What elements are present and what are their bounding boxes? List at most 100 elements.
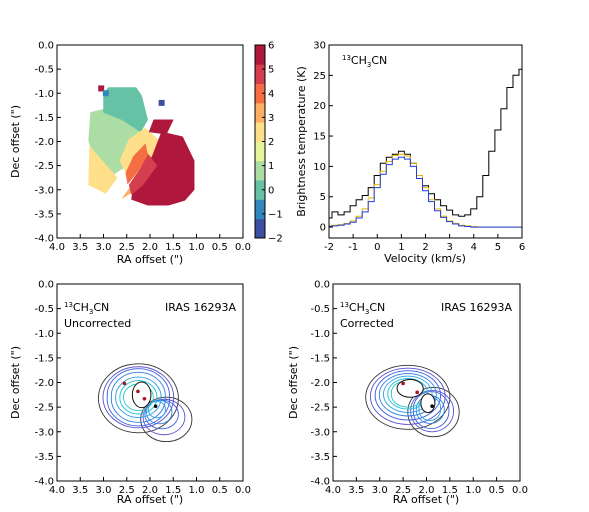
uncorrected-map-x-tick-label: 3.5	[72, 485, 88, 496]
velocity-map-pixel	[158, 99, 165, 106]
velocity-map-pixel	[102, 90, 109, 97]
corrected-map-x-tick-label: 2.0	[419, 485, 435, 496]
spectrum-x-tick-label: 6	[519, 242, 525, 253]
uncorrected-map-x-tick-label: 2.5	[119, 485, 135, 496]
corrected-map-core-ellipse	[420, 393, 436, 414]
uncorrected-map-y-tick-label: -2.0	[34, 378, 54, 389]
colorbar-segment	[255, 199, 265, 220]
uncorrected-map-x-tick-label: 1.0	[189, 485, 205, 496]
velocity-map-panel: 4.0 3.5 3.0 2.5 2.0 1.5 1.0 0.5 0.0 0.0 -0.5 -1.0 -…	[9, 41, 283, 267]
corrected-map-x-tick-label: 3.5	[348, 485, 364, 496]
corrected-map-source-label: IRAS 16293A	[441, 301, 512, 314]
colorbar-tick-label: 2	[268, 137, 274, 148]
corrected-map-y-tick-label: -2.0	[310, 378, 330, 389]
spectrum-y-ticks: 0 5 10 15 20 25 30	[313, 41, 333, 234]
velocity-map-y-tick-label: -4.0	[34, 234, 54, 245]
spectrum-x-tick-label: 2	[422, 242, 428, 253]
corrected-map-y-axis-label: Dec offset (")	[287, 346, 300, 419]
colorbar-tick-label: 0	[268, 185, 274, 196]
velocity-map-x-tick-label: 2.5	[119, 242, 135, 253]
corrected-map-y-tick-label: 0.0	[314, 280, 330, 291]
velocity-map-plot-area	[88, 85, 195, 206]
colorbar-segment	[255, 83, 265, 104]
spectrum-x-tick-label: 4	[471, 242, 477, 253]
colorbar-segment	[255, 64, 265, 84]
corrected-map-y-tick-label: -3.5	[310, 452, 330, 463]
colorbar-tick-label: 6	[268, 41, 274, 52]
corrected-map-x-tick-label: 0.0	[512, 485, 528, 496]
spectrum-x-tick-label: 1	[398, 242, 404, 253]
uncorrected-map-x-tick-label: 1.5	[165, 485, 181, 496]
spectrum-panel: -2 -1 0 1 2 3 4 5 6 0 5 10 15 20 25 30 13CH3CN Velocit…	[295, 41, 525, 266]
spectrum-x-tick-label: 0	[374, 242, 380, 253]
uncorrected-map-x-tick-label: 0.0	[235, 485, 251, 496]
colorbar-segment	[255, 45, 265, 65]
uncorrected-map-x-tick-label: 0.5	[212, 485, 228, 496]
spectrum-y-axis-label: Brightness temperature (K)	[295, 66, 308, 217]
uncorrected-map-position-marker	[136, 389, 140, 394]
corrected-map-y-ticks: 0.0 -0.5 -1.0 -1.5 -2.0 -2.5 -3.0 -3.5 -4.0	[310, 280, 337, 488]
corrected-map-x-tick-label: 1.5	[442, 485, 458, 496]
velocity-map-x-tick-label: 0.0	[235, 242, 251, 253]
velocity-map-y-tick-label: -2.0	[34, 137, 54, 148]
spectrum-y-tick-label: 25	[313, 71, 326, 82]
spectrum-y-tick-label: 5	[320, 192, 326, 203]
colorbar-tick-label: −2	[268, 234, 283, 245]
spectrum-y-tick-label: 15	[313, 132, 326, 143]
corrected-map-y-tick-label: -3.0	[310, 427, 330, 438]
spectrum-y-tick-label: 30	[313, 41, 326, 52]
spectrum-y-tick-label: 20	[313, 101, 326, 112]
velocity-map-x-tick-label: 3.5	[72, 242, 88, 253]
spectrum-x-tick-label: -2	[324, 242, 334, 253]
corrected-map-position-marker	[401, 381, 405, 386]
velocity-map-y-tick-label: -3.0	[34, 185, 54, 196]
corrected-map-position-marker	[415, 390, 419, 395]
spectrum-frame	[328, 44, 523, 239]
uncorrected-map-x-ticks: 4.0 3.5 3.0 2.5 2.0 1.5 1.0 0.5 0.0	[49, 477, 251, 496]
colorbar-tick-label: 1	[268, 161, 274, 172]
corrected-map-x-tick-label: 1.0	[465, 485, 481, 496]
colorbar-tick-label: 3	[268, 113, 274, 124]
corrected-map-title: 13CH3CN	[340, 301, 385, 316]
uncorrected-map-source-label: IRAS 16293A	[165, 301, 236, 314]
spectrum-x-tick-label: -1	[348, 242, 358, 253]
corrected-map-contour	[374, 370, 450, 429]
velocity-map-y-tick-label: -2.5	[34, 161, 54, 172]
uncorrected-map-y-axis-label: Dec offset (")	[9, 346, 22, 419]
uncorrected-map-label: Uncorrected	[64, 317, 131, 330]
uncorrected-map-x-tick-label: 3.0	[96, 485, 112, 496]
corrected-map-x-axis-label: RA offset (")	[393, 493, 459, 506]
colorbar-segment	[255, 180, 265, 200]
velocity-map-y-tick-label: -1.0	[34, 89, 54, 100]
velocity-map-x-tick-label: 3.0	[96, 242, 112, 253]
uncorrected-map-x-tick-label: 4.0	[49, 485, 65, 496]
colorbar-tick-label: 4	[268, 89, 274, 100]
corrected-map-x-ticks: 4.0 3.5 3.0 2.5 2.0 1.5 1.0 0.5 0.0	[325, 477, 528, 496]
spectrum-plot-area	[329, 68, 522, 228]
velocity-map-x-tick-label: 1.5	[165, 242, 181, 253]
colorbar-segment	[255, 218, 265, 239]
spectrum-y-tick-label: 10	[313, 162, 326, 173]
velocity-map-x-tick-label: 1.0	[189, 242, 205, 253]
velocity-map-region	[125, 143, 148, 185]
velocity-map-y-tick-label: -3.5	[34, 209, 54, 220]
spectrum-title: 13CH3CN	[342, 54, 387, 69]
colorbar-segment	[255, 160, 265, 181]
velocity-map-x-tick-label: 2.0	[142, 242, 158, 253]
corrected-map-y-tick-label: -4.0	[310, 477, 330, 488]
spectrum-x-axis-label: Velocity (km/s)	[384, 252, 466, 265]
uncorrected-map-panel: 4.0 3.5 3.0 2.5 2.0 1.5 1.0 0.5 0.0 0.0 -0.5 -1.0 -…	[9, 280, 251, 507]
velocity-map-x-tick-label: 0.5	[212, 242, 228, 253]
corrected-map-x-tick-label: 2.5	[395, 485, 411, 496]
uncorrected-map-y-tick-label: -3.0	[34, 427, 54, 438]
colorbar-segment	[255, 102, 265, 123]
velocity-map-colorbar: 6 5 4 3 2 1 0 −1 −2	[254, 41, 283, 245]
spectrum-series-line	[329, 68, 522, 219]
corrected-map-x-tick-label: 0.5	[489, 485, 505, 496]
uncorrected-map-y-tick-label: -1.0	[34, 329, 54, 340]
corrected-map-panel: 4.0 3.5 3.0 2.5 2.0 1.5 1.0 0.5 0.0 0.0 -0.5 -1.0 -…	[287, 280, 528, 507]
corrected-map-core-ellipse	[396, 379, 424, 398]
uncorrected-map-plot-area	[97, 363, 193, 443]
velocity-map-pixel	[98, 85, 105, 92]
